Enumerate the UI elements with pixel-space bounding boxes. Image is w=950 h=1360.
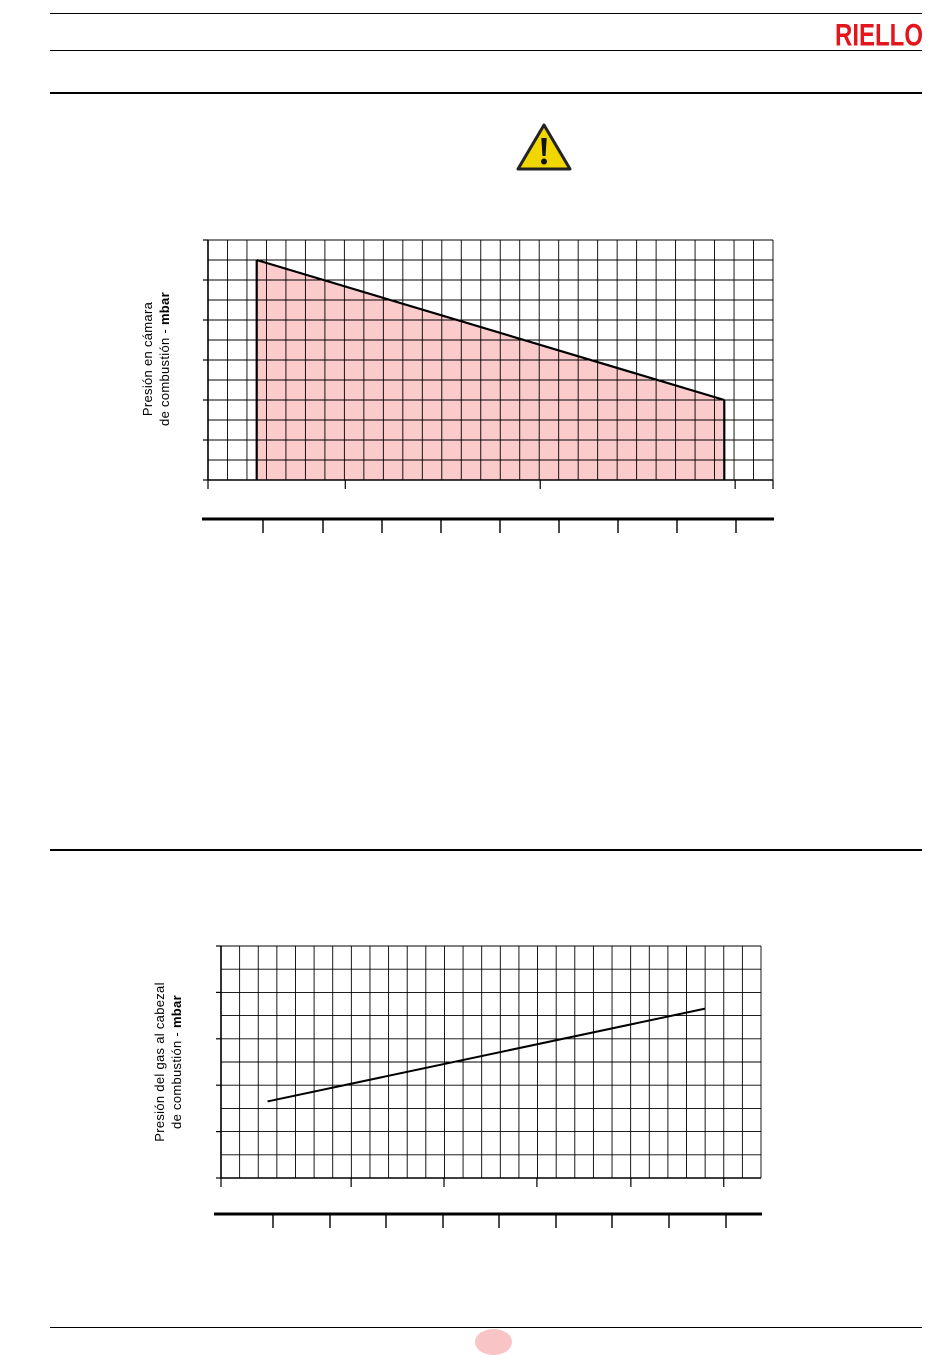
operating-area-fill: [256, 260, 725, 480]
header-rule-top: [50, 13, 922, 14]
chamber-pressure-chart: [202, 239, 774, 533]
page-number-badge: [475, 1329, 512, 1355]
warning-triangle-icon: [516, 123, 572, 171]
chart-grid: [220, 945, 762, 1179]
header-rule-bottom: [50, 92, 922, 94]
section-rule: [50, 849, 922, 851]
chart-grid: [207, 239, 774, 481]
footer-rule: [50, 1327, 922, 1328]
series-line: [267, 1007, 706, 1103]
area-top-edge: [256, 258, 725, 402]
head-gas-pressure-chart: [214, 945, 762, 1228]
riello-logo-text: RIELLO: [835, 17, 923, 48]
riello-logo: RIELLO: [835, 17, 923, 48]
header-rule-middle: [50, 50, 922, 51]
